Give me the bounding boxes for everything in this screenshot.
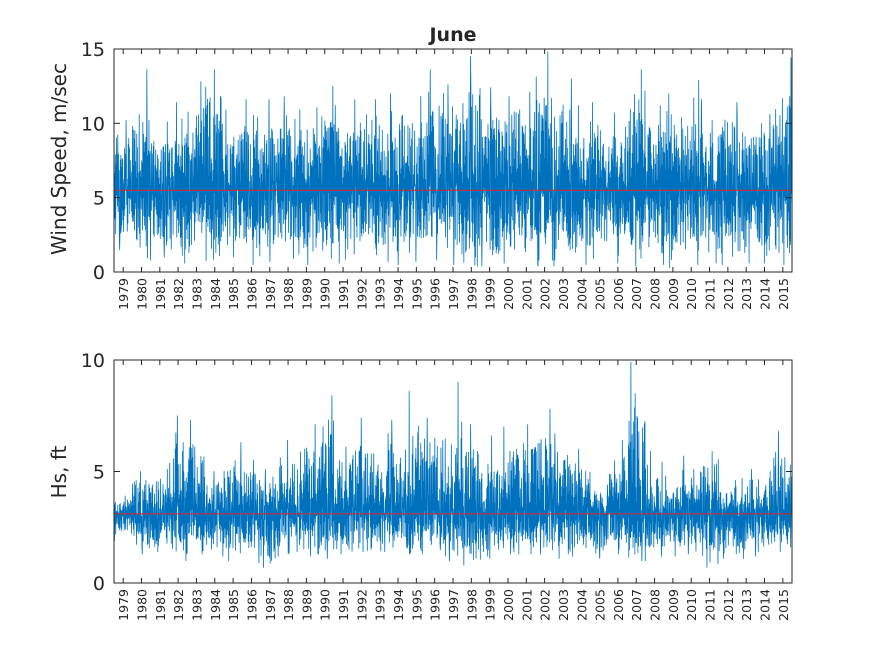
x-tick-label: 1985 <box>226 278 241 310</box>
x-tick-label: 2005 <box>593 589 608 621</box>
y-tick-label: 15 <box>81 39 105 61</box>
x-tick-label: 2015 <box>776 589 791 621</box>
x-tick-label: 1999 <box>483 278 498 310</box>
x-tick-label: 1983 <box>189 278 204 310</box>
x-tick-label: 1985 <box>226 589 241 621</box>
x-tick-label: 1987 <box>263 278 278 310</box>
wind-speed-panel: Wind Speed, m/sec 0 5 10 15 1979 1980 1981 1982… <box>47 39 793 310</box>
wave-height-y-axis-label: Hs, ft <box>47 445 71 498</box>
x-tick-label: 1998 <box>464 589 479 621</box>
x-tick-label: 2010 <box>684 278 699 310</box>
x-tick-label: 1991 <box>336 278 351 310</box>
x-tick-label: 1997 <box>446 589 461 621</box>
x-tick-label: 2009 <box>666 278 681 310</box>
x-tick-label: 2009 <box>666 589 681 621</box>
x-tick-label: 1998 <box>464 278 479 310</box>
series-line <box>113 361 793 568</box>
x-tick-label: 2001 <box>519 278 534 310</box>
y-tick-label: 5 <box>93 462 105 484</box>
x-tick-label: 2004 <box>574 589 589 621</box>
y-tick-label: 0 <box>93 573 105 595</box>
x-tick-label: 1996 <box>428 278 443 310</box>
x-tick-label: 1986 <box>244 589 259 621</box>
x-tick-label: 2012 <box>721 589 736 621</box>
x-tick-label: 1992 <box>354 278 369 310</box>
x-tick-label: 1989 <box>299 278 314 310</box>
x-tick-label: 2001 <box>519 589 534 621</box>
x-tick-label: 1980 <box>134 589 149 621</box>
x-tick-label: 1988 <box>281 589 296 621</box>
x-tick-label: 2005 <box>593 278 608 310</box>
x-tick-label: 1982 <box>171 589 186 621</box>
x-tick-label: 2014 <box>758 589 773 621</box>
x-tick-label: 1996 <box>428 589 443 621</box>
x-tick-label: 1990 <box>318 589 333 621</box>
x-tick-label: 1980 <box>134 278 149 310</box>
x-tick-label: 2015 <box>776 278 791 310</box>
x-tick-label: 2004 <box>574 278 589 310</box>
x-tick-label: 1991 <box>336 589 351 621</box>
x-tick-label: 1989 <box>299 589 314 621</box>
y-tick-label: 0 <box>93 262 105 284</box>
x-tick-label: 2013 <box>739 589 754 621</box>
x-tick-label: 1988 <box>281 278 296 310</box>
x-tick-label: 1981 <box>153 278 168 310</box>
x-tick-label: 2006 <box>611 589 626 621</box>
x-tick-label: 2000 <box>501 278 516 310</box>
x-tick-label: 2011 <box>703 278 718 310</box>
x-tick-label: 2013 <box>739 278 754 310</box>
x-tick-label: 2014 <box>758 278 773 310</box>
x-tick-label: 2010 <box>684 589 699 621</box>
y-tick-label: 10 <box>81 350 105 372</box>
series-line <box>113 51 793 268</box>
x-tick-label: 2011 <box>703 589 718 621</box>
x-tick-label: 1979 <box>116 278 131 310</box>
chart-title: June <box>427 24 476 46</box>
x-tick-label: 2000 <box>501 589 516 621</box>
x-tick-label: 1987 <box>263 589 278 621</box>
x-tick-label: 1997 <box>446 278 461 310</box>
x-tick-label: 1995 <box>409 278 424 310</box>
x-tick-label: 1983 <box>189 589 204 621</box>
x-tick-label: 1994 <box>391 589 406 621</box>
x-tick-label: 2002 <box>538 278 553 310</box>
x-tick-label: 2008 <box>648 278 663 310</box>
x-tick-label: 2007 <box>629 589 644 621</box>
x-tick-label: 2003 <box>556 278 571 310</box>
x-tick-label: 2012 <box>721 278 736 310</box>
x-tick-label: 1981 <box>153 589 168 621</box>
x-tick-label: 2006 <box>611 278 626 310</box>
x-tick-label: 1999 <box>483 589 498 621</box>
wind-speed-y-axis-label: Wind Speed, m/sec <box>47 63 71 255</box>
x-tick-label: 1993 <box>373 589 388 621</box>
x-tick-label: 1993 <box>373 278 388 310</box>
x-tick-label: 1990 <box>318 278 333 310</box>
x-tick-label: 1992 <box>354 589 369 621</box>
x-tick-label: 1986 <box>244 278 259 310</box>
y-tick-label: 5 <box>93 188 105 210</box>
x-tick-label: 1982 <box>171 278 186 310</box>
x-tick-label: 1984 <box>208 278 223 310</box>
x-tick-label: 1984 <box>208 589 223 621</box>
x-tick-label: 1979 <box>116 589 131 621</box>
y-tick-label: 10 <box>81 113 105 135</box>
x-tick-label: 2002 <box>538 589 553 621</box>
x-tick-label: 1995 <box>409 589 424 621</box>
x-tick-label: 2007 <box>629 278 644 310</box>
x-tick-label: 1994 <box>391 278 406 310</box>
x-tick-label: 2008 <box>648 589 663 621</box>
x-tick-label: 2003 <box>556 589 571 621</box>
